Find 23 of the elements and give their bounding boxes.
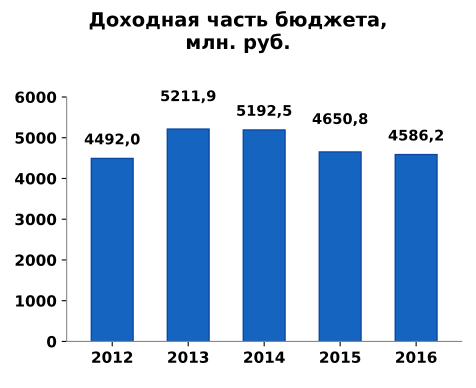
chart-title: Доходная часть бюджета, млн. руб.	[90, 11, 386, 54]
x-tick-label: 2014	[244, 351, 285, 363]
bar	[90, 158, 134, 342]
y-tick-label: 4000	[15, 172, 56, 184]
x-tick-label: 2016	[396, 351, 437, 363]
data-label: 4586,2	[388, 130, 444, 143]
x-tick-label: 2012	[92, 351, 132, 363]
bar	[166, 128, 210, 342]
bar	[242, 129, 286, 342]
data-label: 5211,9	[161, 90, 216, 104]
data-label: 4492,0	[84, 133, 140, 146]
y-tick-label: 6000	[15, 91, 56, 104]
data-label: 5192,5	[237, 104, 292, 118]
y-tick-label: 3000	[15, 214, 56, 226]
y-tick-label: 0	[47, 336, 56, 348]
y-tick-label: 2000	[16, 254, 56, 266]
x-tick-label: 2015	[320, 351, 360, 363]
y-tick-label: 1000	[16, 295, 56, 307]
y-tick-label: 5000	[16, 132, 56, 144]
bar	[394, 154, 438, 342]
bar	[318, 151, 362, 342]
x-tick-label: 2013	[168, 351, 208, 363]
data-label: 4650,8	[312, 113, 368, 126]
